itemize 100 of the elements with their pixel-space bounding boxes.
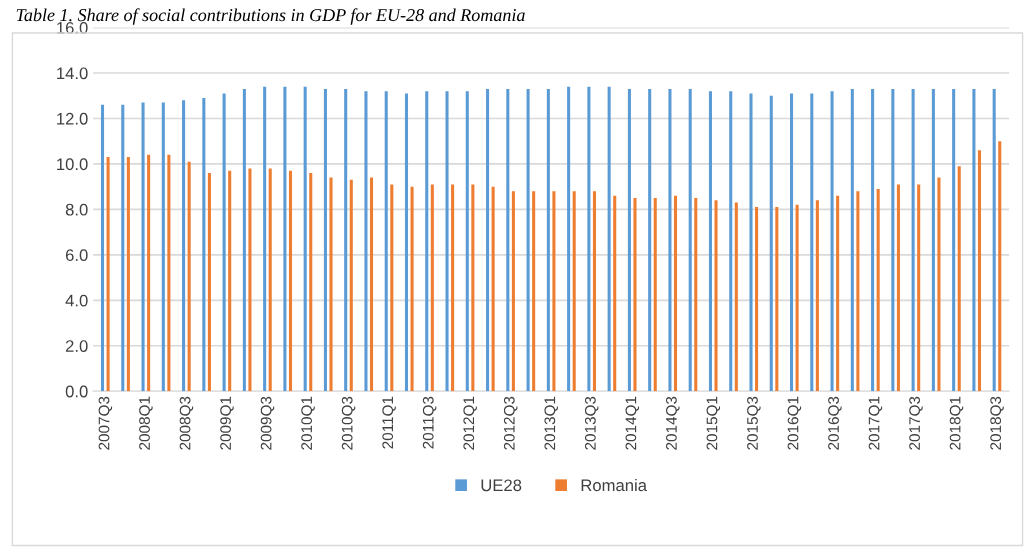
y-tick-label: 14.0: [57, 67, 88, 80]
x-tick-label: 2015Q1: [706, 396, 721, 450]
bar: [465, 91, 469, 392]
legend-label: UE28: [481, 479, 522, 492]
bar: [486, 88, 490, 392]
bar: [952, 88, 956, 392]
bar: [364, 91, 368, 392]
bar: [390, 184, 394, 392]
bar: [309, 173, 313, 392]
x-tick-label: 2017Q1: [868, 396, 883, 450]
x-tick-label: 2013Q3: [584, 396, 599, 450]
y-tick-label: 8.0: [65, 203, 88, 216]
bar: [572, 191, 576, 392]
x-tick-label: 2018Q3: [990, 396, 1004, 450]
bar: [871, 88, 875, 392]
bar: [992, 88, 996, 392]
bar: [648, 88, 652, 392]
y-tick-label: 4.0: [65, 294, 88, 307]
bar: [931, 88, 935, 392]
bar: [755, 207, 759, 392]
bar: [850, 88, 854, 392]
x-tick-label: 2017Q3: [909, 396, 923, 450]
x-tick-label: 2010Q3: [341, 396, 356, 450]
x-tick-label: 2007Q3: [98, 396, 113, 450]
bar: [303, 86, 307, 392]
bar: [911, 88, 915, 392]
bar: [896, 184, 900, 392]
legend-label: Romania: [581, 478, 647, 492]
bar: [937, 177, 941, 392]
bar: [587, 86, 591, 392]
x-tick-label: 2013Q1: [544, 396, 558, 450]
bar: [607, 86, 611, 392]
bar: [511, 191, 515, 392]
bar: [161, 102, 165, 392]
bar: [126, 157, 130, 392]
bar: [187, 161, 191, 392]
bar: [998, 141, 1002, 392]
x-tick-label: 2009Q1: [220, 396, 234, 450]
bar: [876, 188, 880, 392]
x-tick-label: 2016Q1: [787, 396, 802, 450]
bar: [673, 195, 678, 392]
bar: [815, 200, 819, 392]
bar: [891, 88, 895, 392]
x-tick-label: 2008Q1: [139, 396, 153, 450]
y-tick-label: 2.0: [65, 340, 88, 352]
x-tick-label: 2015Q3: [747, 396, 761, 450]
bar: [288, 170, 293, 392]
bar: [106, 157, 110, 392]
x-tick-label: 2011Q1: [382, 396, 396, 449]
bar: [121, 104, 125, 392]
bar: [694, 198, 698, 392]
bar: [795, 204, 799, 392]
bar: [769, 95, 773, 392]
bar: [263, 86, 267, 392]
bar: [384, 91, 388, 392]
x-tick-label: 2016Q3: [828, 396, 842, 450]
bar: [688, 88, 692, 392]
bar: [471, 184, 475, 392]
bar: [344, 88, 348, 392]
bar: [775, 207, 779, 392]
bar: [714, 200, 718, 392]
bar: [567, 86, 571, 392]
bar: [222, 93, 226, 392]
bar: [268, 168, 272, 392]
bar: [202, 98, 206, 392]
bar: [323, 88, 327, 392]
bar: [228, 170, 232, 392]
bar: [506, 88, 510, 392]
bar: [708, 91, 712, 392]
bar: [404, 93, 409, 392]
bar: [100, 104, 105, 392]
bar: [668, 88, 672, 392]
bar: [491, 186, 495, 392]
bar: [141, 102, 145, 392]
bar: [977, 150, 982, 392]
y-tick-label: 6.0: [65, 249, 88, 262]
y-tick-label: 10.0: [57, 158, 88, 171]
bar: [248, 168, 252, 392]
bar: [430, 184, 434, 392]
bar: [856, 191, 860, 392]
bar: [349, 179, 353, 392]
bar: [790, 93, 794, 392]
bar: [830, 91, 834, 392]
bar: [972, 88, 976, 392]
bar: [425, 91, 429, 392]
bar: [613, 195, 617, 392]
bar: [749, 93, 753, 392]
x-tick-label: 2010Q1: [301, 396, 315, 450]
bar: [147, 154, 151, 392]
x-tick-label: 2011Q3: [422, 396, 437, 449]
bar: [552, 191, 556, 392]
bar: [592, 191, 596, 392]
bar: [633, 198, 637, 392]
bar: [182, 100, 186, 392]
bar: [957, 166, 961, 392]
bar: [917, 184, 921, 392]
y-tick-label: 12.0: [57, 112, 88, 125]
bar: [410, 186, 414, 392]
x-tick-label: 2018Q1: [949, 396, 964, 450]
x-tick-label: 2008Q3: [179, 396, 194, 450]
